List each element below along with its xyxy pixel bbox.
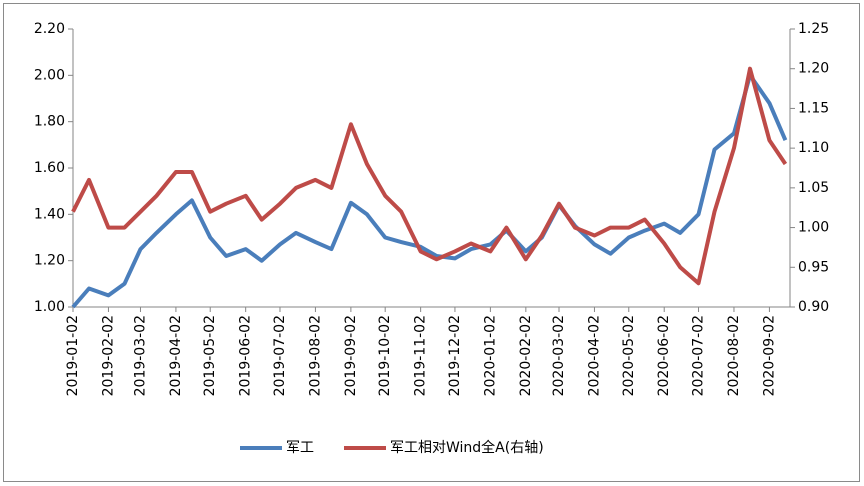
y-tick-label: 1.40: [34, 206, 65, 222]
y-tick-label: 1.60: [34, 160, 65, 176]
series-line: [71, 73, 788, 309]
y-tick-label: 1.20: [34, 253, 65, 269]
x-tick-label: 2020-01-02: [482, 315, 498, 396]
x-tick-label: 2020-05-02: [621, 315, 637, 396]
x-tick-label: 2020-04-02: [586, 315, 602, 396]
legend-label: 军工: [286, 440, 314, 456]
x-tick-label: 2019-12-02: [447, 315, 463, 396]
frame: [3, 3, 860, 482]
y2-tick-label: 1.00: [798, 220, 829, 236]
y-tick-label: 1.00: [34, 299, 65, 315]
y2-tick-label: 0.90: [798, 299, 829, 315]
y2-tick-label: 1.20: [798, 61, 829, 77]
y2-tick-label: 1.05: [798, 180, 829, 196]
x-tick-label: 2019-05-02: [202, 315, 218, 396]
y-tick-label: 2.00: [34, 67, 65, 83]
x-tick-label: 2019-01-02: [65, 315, 81, 396]
y-tick-label: 1.80: [34, 114, 65, 130]
x-tick-label: 2020-07-02: [691, 315, 707, 396]
x-tick-label: 2019-10-02: [377, 315, 393, 396]
x-tick-label: 2020-09-02: [761, 315, 777, 396]
y2-tick-label: 1.25: [798, 21, 829, 37]
x-tick-label: 2020-06-02: [656, 315, 672, 396]
x-tick-label: 2020-03-02: [551, 315, 567, 396]
series-line: [71, 66, 788, 286]
x-tick-label: 2019-02-02: [100, 315, 116, 396]
y2-tick-label: 1.10: [798, 140, 829, 156]
x-tick-label: 2019-09-02: [343, 315, 359, 396]
y2-tick-label: 0.95: [798, 259, 829, 275]
x-tick-label: 2020-02-02: [518, 315, 534, 396]
x-tick-label: 2019-07-02: [272, 315, 288, 396]
x-tick-label: 2020-08-02: [726, 315, 742, 396]
legend-label: 军工相对Wind全A(右轴): [390, 439, 544, 456]
y2-tick-label: 1.15: [798, 100, 829, 116]
x-tick-label: 2019-06-02: [238, 315, 254, 396]
x-tick-label: 2019-04-02: [168, 315, 184, 396]
x-tick-label: 2019-08-02: [307, 315, 323, 396]
x-tick-label: 2019-11-02: [413, 315, 429, 396]
y-tick-label: 2.20: [34, 21, 65, 37]
x-tick-label: 2019-03-02: [132, 315, 148, 396]
